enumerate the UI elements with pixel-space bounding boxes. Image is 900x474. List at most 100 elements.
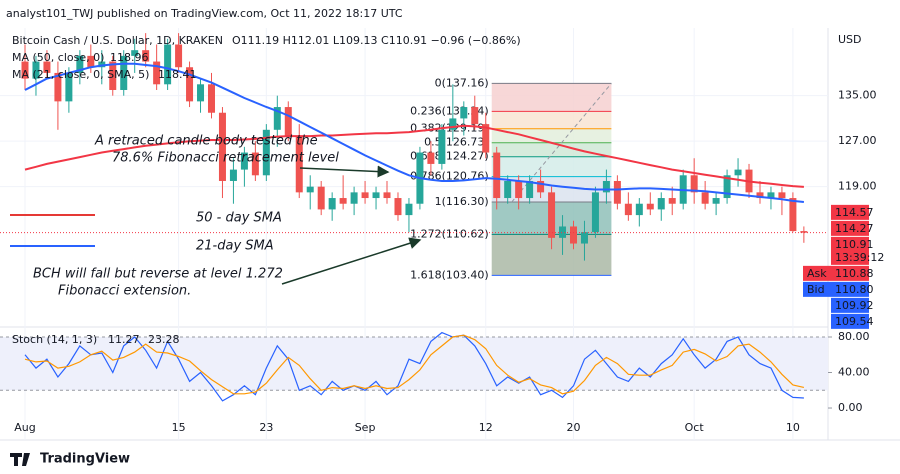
candle-body <box>559 226 567 238</box>
y-tick-label: 135.00 <box>838 89 877 102</box>
candle-body <box>372 192 380 199</box>
candle-body <box>624 203 632 216</box>
annotation: 50 - day SMA <box>196 211 282 226</box>
x-tick-label: 12 <box>479 421 493 434</box>
stoch-line <box>24 331 804 402</box>
candle-body <box>778 192 786 199</box>
price-label-box <box>831 313 869 329</box>
annotation: 21-day SMA <box>196 239 274 254</box>
price-label: 109.54 <box>835 315 874 328</box>
candle-body <box>570 226 577 244</box>
stoch-legend-value: 11.27 <box>108 333 140 346</box>
candle-body <box>153 61 161 85</box>
candle-body <box>339 198 347 204</box>
candle-body <box>197 84 205 102</box>
price-label-box <box>803 281 869 297</box>
fib-label: 0.5(126.73) <box>424 136 489 149</box>
stoch-band <box>0 337 828 391</box>
x-tick-label: 20 <box>567 421 581 434</box>
x-tick-label: 23 <box>259 421 273 434</box>
price-label: 110.88 <box>835 267 874 280</box>
annotation: Fibonacci extension. <box>58 284 191 299</box>
candle-body <box>701 192 709 204</box>
y-tick-label: 127.00 <box>838 134 877 147</box>
arrow <box>281 237 422 285</box>
price-label-tag: Ask <box>807 267 827 280</box>
currency: USD <box>838 33 862 46</box>
symbol: Bitcoin Cash / U.S. Dollar, 1D, KRAKEN <box>12 34 223 47</box>
sma-line <box>24 124 804 188</box>
fib-trend <box>511 83 612 203</box>
candle-body <box>789 198 797 232</box>
candle-body <box>504 180 512 199</box>
fib-label: 1.618(103.40) <box>410 268 489 281</box>
candle-body <box>756 192 764 199</box>
price-label-tag: Bid <box>807 283 825 296</box>
stoch-legend-value: 23.28 <box>148 333 180 346</box>
header: analyst101_TWJ published on TradingView.… <box>6 7 403 20</box>
candle-body <box>98 61 106 68</box>
candle-body <box>635 203 643 216</box>
annotation: BCH will fall but reverse at level 1.272 <box>33 267 283 282</box>
candle-body <box>361 192 369 199</box>
candle-body <box>21 61 29 79</box>
candle-body <box>471 107 479 125</box>
candle-body <box>87 55 95 68</box>
price-label-box <box>831 297 869 313</box>
candle-body <box>262 129 270 176</box>
candle-body <box>405 203 413 216</box>
candle-body <box>690 175 698 193</box>
candle-body <box>295 135 303 193</box>
candle-body <box>591 192 599 233</box>
candle-body <box>273 107 281 130</box>
stoch-tick-label: 80.00 <box>838 330 870 343</box>
stoch-line <box>24 334 805 395</box>
footer: TradingView <box>40 452 130 467</box>
price-label-box <box>831 220 869 236</box>
price-label-time: 13:39:12 <box>835 251 884 264</box>
x-tick-label: Aug <box>14 421 35 434</box>
candle-body <box>438 129 446 164</box>
fib-label: 1.272(110.62) <box>410 227 489 240</box>
candle-body <box>43 61 51 73</box>
candle-body <box>65 72 73 102</box>
fib-label: 1(116.30) <box>435 195 489 208</box>
fib-band <box>491 128 612 143</box>
fib-band <box>491 142 612 157</box>
ma-legend-value: 118.96 <box>110 51 149 64</box>
candle-body <box>32 61 40 79</box>
candle-body <box>54 72 62 102</box>
candle-body <box>306 186 314 193</box>
candle-body <box>394 198 402 216</box>
ma-legend: MA (21, close, 0, SMA, 5) <box>12 68 149 81</box>
price-label: 110.91 <box>835 238 874 251</box>
candle-body <box>164 44 172 85</box>
candle-body <box>427 152 435 164</box>
annotation: 78.6% Fibonacci retracement level <box>112 151 339 166</box>
price-label: 114.57 <box>835 206 874 219</box>
fib-band <box>491 83 612 112</box>
fib-label: 0(137.16) <box>435 76 489 89</box>
arrow <box>299 165 390 178</box>
candle-body <box>449 118 457 130</box>
candle-body <box>328 198 336 210</box>
arrows <box>281 165 422 285</box>
candle-body <box>317 186 325 210</box>
candle-body <box>723 175 731 199</box>
candle-body <box>460 107 468 119</box>
logo <box>10 453 30 466</box>
candle-body <box>668 198 676 204</box>
x-tick-label: Sep <box>355 421 376 434</box>
x-tick-label: 10 <box>786 421 800 434</box>
candle-body <box>767 192 775 199</box>
candle-body <box>207 84 215 113</box>
candle-body <box>657 198 665 210</box>
ma-legend-value: 118.41 <box>158 68 197 81</box>
price-label: 110.80 <box>835 283 874 296</box>
sma-line <box>24 62 804 203</box>
candle-body <box>548 192 556 238</box>
candle-body <box>131 50 139 56</box>
candle-body <box>580 232 588 244</box>
fib-label: 0.236(132.24) <box>410 104 489 117</box>
ohlc-legend: O111.19 H112.01 L109.13 C110.91 −0.96 (−… <box>232 34 521 47</box>
